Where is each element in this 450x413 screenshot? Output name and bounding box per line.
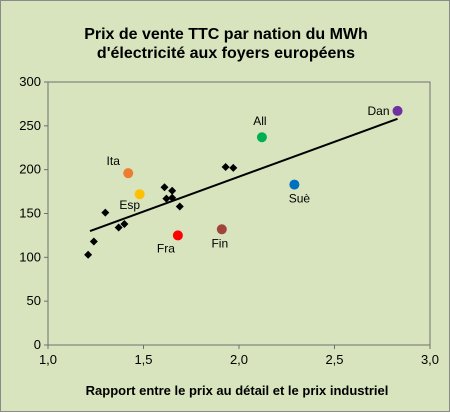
- x-axis-label: Rapport entre le prix au détail et le pr…: [86, 383, 389, 398]
- x-tick-label: 3,0: [421, 352, 439, 367]
- diamond-data-point: [162, 194, 171, 203]
- chart-title-line-1: Prix de vente TTC par nation du MWh: [84, 26, 368, 43]
- diamond-data-point: [160, 183, 169, 192]
- y-tick-label: 150: [19, 206, 41, 221]
- diamond-data-point: [114, 223, 123, 232]
- country-data-point: [123, 168, 134, 179]
- y-tick-label: 0: [34, 337, 41, 352]
- country-data-point: [256, 132, 267, 143]
- y-tick-label: 100: [19, 249, 41, 264]
- country-data-label: All: [253, 114, 266, 128]
- diamond-data-point: [175, 202, 184, 211]
- country-data-point: [216, 224, 227, 235]
- country-data-label: Ita: [107, 154, 121, 168]
- diamond-data-point: [84, 250, 93, 259]
- country-data-point: [392, 105, 403, 116]
- country-data-point: [134, 189, 145, 200]
- x-tick-label: 2,0: [230, 352, 248, 367]
- country-data-label: Esp: [119, 198, 140, 212]
- trend-line: [89, 117, 398, 232]
- y-tick-label: 250: [19, 118, 41, 133]
- x-tick-label: 2,5: [325, 352, 343, 367]
- country-data-label: Fra: [157, 241, 175, 255]
- diamond-data-point: [168, 186, 177, 195]
- x-tick-label: 1,5: [134, 352, 152, 367]
- country-data-point: [289, 179, 300, 190]
- diamond-data-point: [89, 237, 98, 246]
- diamond-data-point: [229, 163, 238, 172]
- diamond-data-point: [101, 208, 110, 217]
- y-tick-label: 200: [19, 162, 41, 177]
- country-data-point: [172, 230, 183, 241]
- diamond-data-point: [120, 220, 129, 229]
- y-tick-label: 300: [19, 74, 41, 89]
- country-data-label: Dan: [368, 104, 390, 118]
- x-tick-label: 1,0: [39, 352, 57, 367]
- diamond-data-point: [168, 193, 177, 202]
- diamond-data-point: [221, 163, 230, 172]
- country-data-label: Suè: [289, 192, 311, 206]
- y-tick-label: 50: [27, 293, 41, 308]
- country-data-label: Fin: [211, 236, 228, 250]
- chart-title-line-2: d'électricité aux foyers européens: [97, 45, 355, 62]
